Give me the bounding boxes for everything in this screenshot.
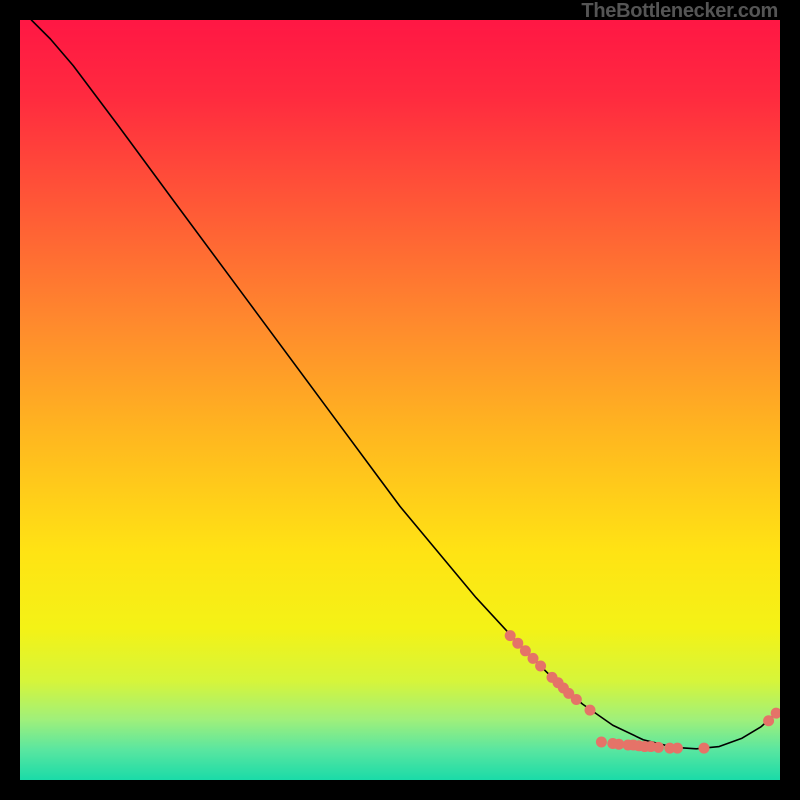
data-marker — [596, 737, 607, 748]
data-marker — [535, 661, 546, 672]
data-marker — [653, 742, 664, 753]
data-marker — [672, 743, 683, 754]
data-marker — [699, 743, 710, 754]
watermark-text: TheBottlenecker.com — [581, 0, 778, 23]
data-marker — [571, 694, 582, 705]
data-marker — [585, 705, 596, 716]
gradient-background — [20, 20, 780, 780]
chart-plot — [20, 20, 780, 780]
